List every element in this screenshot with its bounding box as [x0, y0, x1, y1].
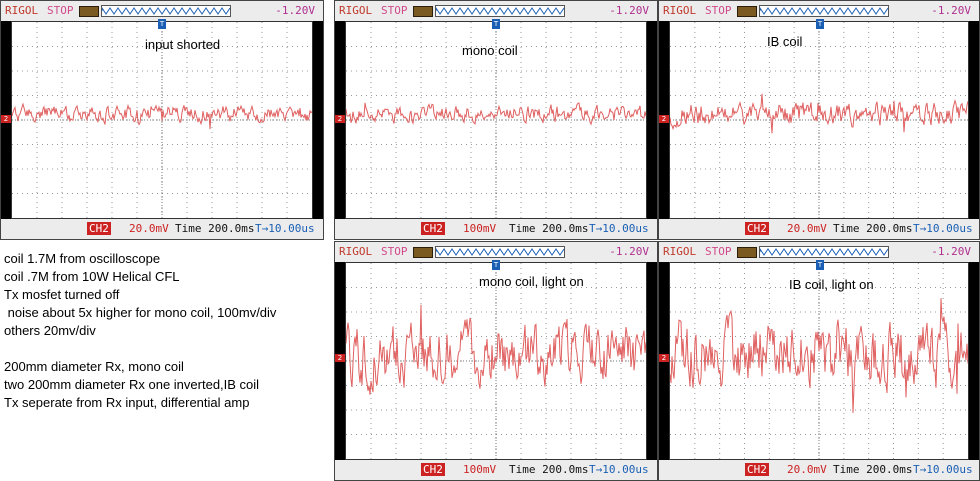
noise-trace [346, 102, 646, 126]
scope-bottom-bar: CH2 20.0mV Time 200.0ms T→10.00us [659, 219, 979, 239]
trigger-level: -1.20V [609, 245, 649, 258]
waveform-grid [669, 21, 969, 219]
scope-caption: mono coil [462, 43, 518, 58]
waveform-grid [11, 21, 313, 219]
scope-bottom-bar: CH2 20.0mV Time 200.0ms T→10.00us [659, 460, 979, 480]
channel-label: CH2 [745, 463, 769, 476]
trigger-position-icon: T [492, 19, 500, 29]
brand-label: RIGOL [663, 245, 697, 258]
trigger-level: -1.20V [931, 4, 971, 17]
scope-caption: IB coil [767, 34, 803, 49]
note-line [4, 340, 324, 358]
channel-2-marker-icon: 2 [335, 354, 345, 362]
note-line: Tx seperate from Rx input, differential … [4, 395, 250, 410]
scope-top-bar: RIGOL STOP -1.20V [1, 1, 323, 21]
volts-per-div: 100mV [463, 222, 497, 235]
trigger-level: -1.20V [275, 4, 315, 17]
memory-depth-icon [435, 246, 565, 258]
memory-depth-icon [435, 5, 565, 17]
brand-label: RIGOL [339, 4, 373, 17]
noise-trace [670, 93, 968, 134]
run-status: STOP [705, 4, 732, 17]
memory-depth-icon [759, 246, 889, 258]
volts-per-div: 20.0mV [787, 222, 827, 235]
note-line: Tx mosfet turned off [4, 287, 120, 302]
trigger-level: -1.20V [931, 245, 971, 258]
scope-mono-coil-light-on: RIGOL STOP -1.20V T 2 mono coil, light o… [334, 241, 658, 481]
trigger-level: -1.20V [609, 4, 649, 17]
note-line: coil .7M from 10W Helical CFL [4, 269, 180, 284]
brand-label: RIGOL [663, 4, 697, 17]
time-per-div: Time 200.0ms [833, 463, 913, 476]
time-per-div: Time 200.0ms [833, 222, 913, 235]
scope-ib-coil: RIGOL STOP -1.20V T 2 IB coil CH2 20.0mV… [658, 0, 980, 240]
scope-input-shorted: RIGOL STOP -1.20V T 2 input shorted CH2 … [0, 0, 324, 240]
scope-caption: input shorted [145, 37, 221, 52]
run-status: STOP [381, 4, 408, 17]
scope-mono-coil: RIGOL STOP -1.20V T 2 mono coil CH2 100m… [334, 0, 658, 240]
run-status: STOP [705, 245, 732, 258]
scope-bottom-bar: CH2 20.0mV Time 200.0ms T→10.00us [1, 219, 323, 239]
trigger-position-icon: T [492, 260, 500, 270]
scope-top-bar: RIGOL STOP -1.20V [659, 1, 979, 21]
time-per-div: Time 200.0ms [509, 222, 589, 235]
trigger-position-icon: T [816, 19, 824, 29]
note-line: noise about 5x higher for mono coil, 100… [4, 305, 277, 320]
battery-icon [79, 6, 99, 17]
trigger-position-icon: T [158, 19, 166, 29]
note-line: 200mm diameter Rx, mono coil [4, 359, 184, 374]
battery-icon [413, 6, 433, 17]
scope-ib-coil-light-on: RIGOL STOP -1.20V T 2 IB coil, light on … [658, 241, 980, 481]
volts-per-div: 20.0mV [129, 222, 169, 235]
run-status: STOP [47, 4, 74, 17]
memory-depth-icon [759, 5, 889, 17]
time-per-div: Time 200.0ms [509, 463, 589, 476]
noise-trace [12, 102, 312, 130]
trigger-offset: T→10.00us [913, 222, 973, 235]
scope-bottom-bar: CH2 100mV Time 200.0ms T→10.00us [335, 460, 657, 480]
trigger-offset: T→10.00us [589, 222, 649, 235]
channel-2-marker-icon: 2 [1, 115, 11, 123]
volts-per-div: 100mV [463, 463, 497, 476]
channel-2-marker-icon: 2 [659, 354, 669, 362]
note-line: two 200mm diameter Rx one inverted,IB co… [4, 377, 260, 392]
volts-per-div: 20.0mV [787, 463, 827, 476]
run-status: STOP [381, 245, 408, 258]
note-line: coil 1.7M from oscilloscope [4, 251, 161, 266]
battery-icon [737, 6, 757, 17]
channel-label: CH2 [421, 222, 445, 235]
brand-label: RIGOL [5, 4, 39, 17]
brand-label: RIGOL [339, 245, 373, 258]
battery-icon [413, 247, 433, 258]
scope-caption: IB coil, light on [789, 277, 874, 292]
channel-2-marker-icon: 2 [659, 115, 669, 123]
waveform-grid [345, 21, 647, 219]
channel-label: CH2 [87, 222, 111, 235]
scope-top-bar: RIGOL STOP -1.20V [335, 1, 657, 21]
time-per-div: Time 200.0ms [175, 222, 255, 235]
memory-depth-icon [101, 5, 231, 17]
noise-trace [346, 304, 646, 395]
channel-2-marker-icon: 2 [335, 115, 345, 123]
scope-top-bar: RIGOL STOP -1.20V [659, 242, 979, 262]
note-line: others 20mv/div [4, 323, 96, 338]
noise-trace [670, 298, 968, 413]
trigger-offset: T→10.00us [913, 463, 973, 476]
channel-label: CH2 [421, 463, 445, 476]
battery-icon [737, 247, 757, 258]
notes-text: coil 1.7M from oscilloscope coil .7M fro… [4, 250, 324, 412]
scope-caption: mono coil, light on [479, 274, 584, 289]
channel-label: CH2 [745, 222, 769, 235]
trigger-offset: T→10.00us [255, 222, 315, 235]
scope-top-bar: RIGOL STOP -1.20V [335, 242, 657, 262]
waveform-grid [345, 262, 647, 460]
trigger-offset: T→10.00us [589, 463, 649, 476]
scope-bottom-bar: CH2 100mV Time 200.0ms T→10.00us [335, 219, 657, 239]
trigger-position-icon: T [816, 260, 824, 270]
